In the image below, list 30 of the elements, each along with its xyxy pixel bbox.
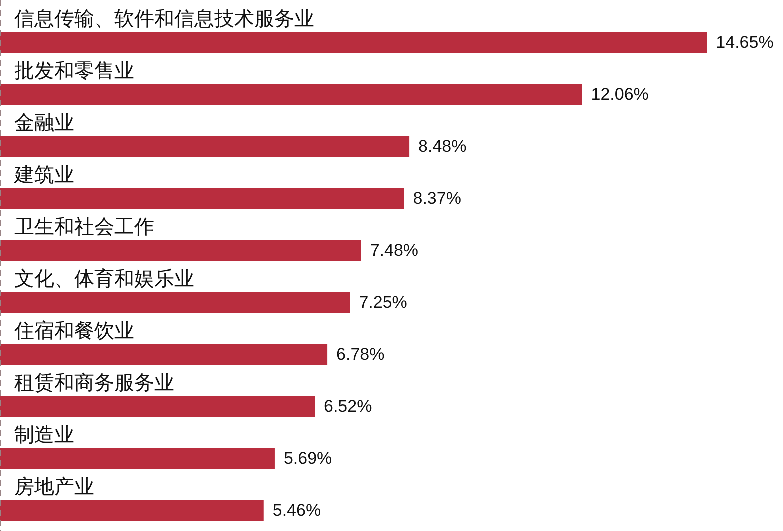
bar (0, 448, 275, 470)
data-label: 6.78% (336, 345, 385, 364)
data-label: 5.69% (284, 449, 332, 468)
data-label: 8.37% (413, 189, 462, 208)
y-tick-label: 建筑业 (14, 162, 74, 186)
data-label: 8.48% (418, 137, 467, 156)
bar (0, 500, 264, 522)
y-tick-label: 住宿和餐饮业 (14, 318, 134, 342)
y-tick-label: 金融业 (14, 110, 74, 134)
bar (0, 344, 328, 366)
y-tick-label: 信息传输、软件和信息技术服务业 (14, 6, 314, 30)
y-tick-label: 房地产业 (14, 474, 94, 499)
bar (0, 240, 362, 262)
bar (0, 32, 708, 54)
y-tick-label: 制造业 (14, 422, 74, 447)
data-label: 7.48% (370, 241, 419, 260)
data-label: 5.46% (272, 501, 322, 520)
data-label: 14.65% (716, 33, 774, 52)
data-label: 6.52% (324, 397, 372, 416)
bar (0, 136, 410, 158)
bar (0, 292, 350, 314)
data-label: 12.06% (591, 85, 649, 104)
bar (0, 188, 404, 210)
y-tick-label: 批发和零售业 (14, 58, 134, 82)
y-tick-label: 文化、体育和娱乐业 (14, 266, 194, 290)
data-label: 7.25% (359, 293, 408, 312)
bar (0, 396, 316, 418)
y-tick-label: 卫生和社会工作 (14, 214, 154, 238)
y-tick-label: 租赁和商务服务业 (14, 370, 174, 394)
bar (0, 84, 582, 106)
